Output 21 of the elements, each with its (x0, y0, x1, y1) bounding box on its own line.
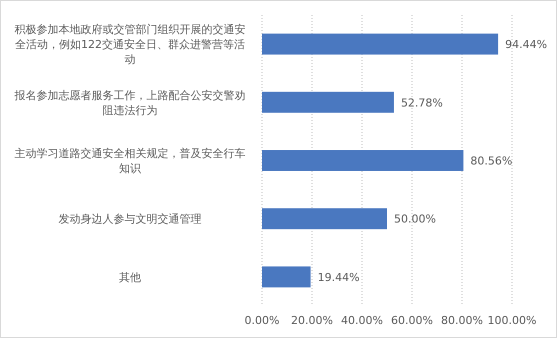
y-tick-label: 主动学习道路交通安全相关规定，普及安全行车知识 (14, 147, 246, 175)
bar (262, 92, 394, 113)
x-tick-label: 60.00% (391, 314, 433, 327)
data-label: 80.56% (470, 154, 512, 168)
data-label: 94.44% (505, 38, 548, 52)
bar (262, 208, 387, 230)
x-tick-label: 80.00% (441, 314, 483, 327)
bar (262, 34, 498, 55)
x-tick-label: 40.00% (341, 314, 383, 327)
x-tick-label: 20.00% (291, 314, 333, 327)
bar (262, 150, 464, 171)
y-tick-label: 其他 (119, 270, 141, 284)
bar (262, 266, 311, 288)
y-tick-label: 报名参加志愿者服务工作，上路配合公安交警劝阻违法行为 (14, 88, 246, 117)
x-tick-label: 0.00% (244, 314, 280, 327)
data-label: 52.78% (400, 96, 443, 110)
data-label: 50.00% (394, 212, 436, 226)
x-tick-label: 100.00% (488, 314, 536, 327)
data-label: 19.44% (318, 270, 360, 284)
y-tick-label: 发动身边人参与文明交通管理 (58, 212, 202, 226)
y-tick-label: 积极参加本地政府或交管部门组织开展的交通安全活动，例如122交通安全日、群众进警营等活动 (14, 23, 246, 66)
